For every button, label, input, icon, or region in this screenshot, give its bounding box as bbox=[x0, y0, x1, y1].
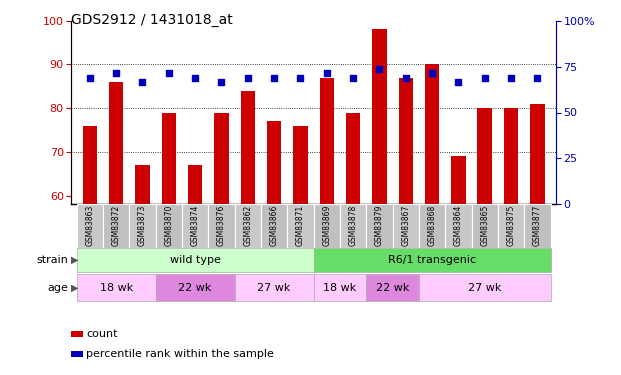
Bar bbox=[530, 104, 545, 375]
Bar bbox=[261, 204, 288, 248]
Bar bbox=[188, 165, 202, 375]
Point bbox=[164, 70, 174, 76]
Bar bbox=[156, 204, 182, 248]
Text: GSM83879: GSM83879 bbox=[375, 204, 384, 246]
Bar bbox=[425, 64, 439, 375]
Text: GSM83878: GSM83878 bbox=[348, 204, 358, 246]
Bar bbox=[372, 29, 387, 375]
Bar bbox=[83, 126, 97, 375]
Point bbox=[453, 79, 463, 85]
Bar bbox=[471, 204, 498, 248]
Bar bbox=[208, 204, 235, 248]
Bar bbox=[504, 108, 519, 375]
Point bbox=[532, 75, 542, 81]
Text: GSM83872: GSM83872 bbox=[112, 204, 120, 246]
Point bbox=[348, 75, 358, 81]
Text: GSM83863: GSM83863 bbox=[85, 204, 94, 246]
Bar bbox=[235, 204, 261, 248]
Text: GSM83865: GSM83865 bbox=[480, 204, 489, 246]
Point bbox=[401, 75, 410, 81]
Point bbox=[374, 66, 384, 72]
Text: GSM83870: GSM83870 bbox=[165, 204, 173, 246]
Point bbox=[296, 75, 306, 81]
Bar bbox=[346, 112, 360, 375]
Text: GSM83869: GSM83869 bbox=[322, 204, 331, 246]
Text: 18 wk: 18 wk bbox=[99, 283, 133, 293]
Bar bbox=[129, 204, 156, 248]
Text: GDS2912 / 1431018_at: GDS2912 / 1431018_at bbox=[71, 13, 233, 27]
Text: count: count bbox=[86, 329, 118, 339]
Bar bbox=[76, 274, 156, 302]
Bar bbox=[109, 82, 124, 375]
Text: age: age bbox=[47, 283, 68, 293]
Bar bbox=[392, 204, 419, 248]
Bar bbox=[288, 204, 314, 248]
Point bbox=[322, 70, 332, 76]
Bar bbox=[498, 204, 524, 248]
Point bbox=[217, 79, 227, 85]
Bar bbox=[314, 248, 551, 273]
Text: GSM83875: GSM83875 bbox=[507, 204, 515, 246]
Bar bbox=[320, 78, 334, 375]
Bar bbox=[478, 108, 492, 375]
Text: GSM83871: GSM83871 bbox=[296, 204, 305, 246]
Point bbox=[85, 75, 95, 81]
Text: GSM83877: GSM83877 bbox=[533, 204, 542, 246]
Text: ▶: ▶ bbox=[71, 255, 78, 265]
Bar bbox=[214, 112, 229, 375]
Bar bbox=[399, 78, 413, 375]
Text: GSM83874: GSM83874 bbox=[191, 204, 199, 246]
Text: GSM83868: GSM83868 bbox=[428, 204, 437, 246]
Bar bbox=[235, 274, 314, 302]
Bar bbox=[135, 165, 150, 375]
Text: 22 wk: 22 wk bbox=[178, 283, 212, 293]
Bar bbox=[76, 248, 314, 273]
Bar bbox=[156, 274, 235, 302]
Bar bbox=[76, 204, 103, 248]
Point bbox=[190, 75, 200, 81]
Point bbox=[480, 75, 490, 81]
Bar bbox=[419, 204, 445, 248]
Text: wild type: wild type bbox=[170, 255, 220, 265]
Text: 22 wk: 22 wk bbox=[376, 283, 409, 293]
Point bbox=[269, 75, 279, 81]
Bar bbox=[366, 204, 392, 248]
Bar bbox=[314, 274, 366, 302]
Text: GSM83867: GSM83867 bbox=[401, 204, 410, 246]
Point bbox=[427, 70, 437, 76]
Bar bbox=[240, 91, 255, 375]
Text: GSM83862: GSM83862 bbox=[243, 204, 252, 246]
Text: GSM83876: GSM83876 bbox=[217, 204, 226, 246]
Bar bbox=[182, 204, 208, 248]
Text: ▶: ▶ bbox=[71, 283, 78, 293]
Point bbox=[506, 75, 516, 81]
Bar bbox=[314, 204, 340, 248]
Point bbox=[243, 75, 253, 81]
Bar bbox=[340, 204, 366, 248]
Bar bbox=[293, 126, 307, 375]
Text: GSM83866: GSM83866 bbox=[270, 204, 279, 246]
Bar bbox=[366, 274, 419, 302]
Text: GSM83873: GSM83873 bbox=[138, 204, 147, 246]
Text: GSM83864: GSM83864 bbox=[454, 204, 463, 246]
Text: R6/1 transgenic: R6/1 transgenic bbox=[388, 255, 476, 265]
Text: 18 wk: 18 wk bbox=[324, 283, 356, 293]
Bar bbox=[419, 274, 551, 302]
Bar bbox=[445, 204, 471, 248]
Bar bbox=[524, 204, 551, 248]
Text: 27 wk: 27 wk bbox=[258, 283, 291, 293]
Text: 27 wk: 27 wk bbox=[468, 283, 501, 293]
Bar bbox=[451, 156, 466, 375]
Text: strain: strain bbox=[37, 255, 68, 265]
Point bbox=[111, 70, 121, 76]
Bar bbox=[161, 112, 176, 375]
Bar bbox=[267, 121, 281, 375]
Text: percentile rank within the sample: percentile rank within the sample bbox=[86, 350, 274, 359]
Point bbox=[137, 79, 147, 85]
Bar bbox=[103, 204, 129, 248]
